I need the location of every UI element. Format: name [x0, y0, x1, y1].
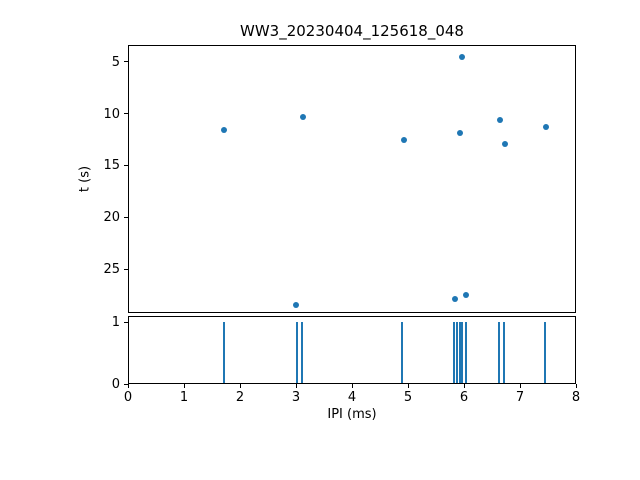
x-tick-mark — [239, 384, 241, 388]
x-tick-label: 7 — [515, 390, 525, 405]
scatter-point — [542, 124, 549, 131]
y-tick-mark — [124, 321, 128, 323]
event-spike — [502, 322, 505, 383]
x-tick-label: 4 — [347, 390, 357, 405]
y-tick-mark — [124, 61, 128, 63]
x-tick-mark — [575, 384, 577, 388]
x-tick-mark — [519, 384, 521, 388]
y-tick-mark — [124, 164, 128, 166]
event-spike — [296, 322, 299, 383]
event-spike — [452, 322, 455, 383]
event-spike — [455, 322, 458, 383]
scatter-point — [401, 136, 408, 143]
scatter-point — [220, 127, 227, 134]
y-tick-label: 25 — [103, 262, 120, 278]
y-tick-label: 1 — [111, 315, 120, 331]
scatter-point — [458, 54, 465, 61]
y-tick-mark — [124, 268, 128, 270]
y-tick-label: 10 — [103, 106, 120, 122]
y-tick-label: 5 — [111, 54, 120, 70]
scatter-point — [457, 130, 464, 137]
x-tick-label: 2 — [235, 390, 245, 405]
event-spike — [223, 322, 226, 383]
event-spike — [544, 322, 547, 383]
x-tick-label: 8 — [571, 390, 581, 405]
y-tick-label: 0 — [111, 377, 120, 392]
x-tick-label: 0 — [123, 390, 133, 405]
event-spike — [458, 322, 461, 383]
x-tick-mark — [295, 384, 297, 388]
y-tick-mark — [124, 113, 128, 115]
y-tick-mark — [124, 383, 128, 385]
x-tick-mark — [183, 384, 185, 388]
x-tick-label: 3 — [291, 390, 301, 405]
scatter-point — [501, 140, 508, 147]
event-spike — [300, 322, 303, 383]
x-axis-label: IPI (ms) — [327, 407, 377, 422]
x-tick-mark — [127, 384, 129, 388]
chart-title: WW3_20230404_125618_048 — [240, 22, 464, 40]
scatter-plot-area — [128, 45, 576, 313]
event-spike — [497, 322, 500, 383]
event-spike — [465, 322, 468, 383]
x-tick-label: 6 — [459, 390, 469, 405]
scatter-point — [452, 296, 459, 303]
scatter-point — [293, 301, 299, 308]
scatter-point — [463, 292, 470, 299]
x-tick-label: 5 — [403, 390, 413, 405]
scatter-point — [300, 113, 307, 120]
x-tick-mark — [351, 384, 353, 388]
x-tick-mark — [407, 384, 409, 388]
y-tick-label: 15 — [103, 158, 120, 174]
event-spike — [401, 322, 404, 383]
event-spike — [461, 322, 464, 383]
scatter-point — [496, 116, 503, 123]
event-plot-area — [128, 316, 576, 384]
y-tick-mark — [124, 216, 128, 218]
x-tick-label: 1 — [179, 390, 189, 405]
y-tick-label: 20 — [103, 210, 120, 226]
x-tick-mark — [463, 384, 465, 388]
